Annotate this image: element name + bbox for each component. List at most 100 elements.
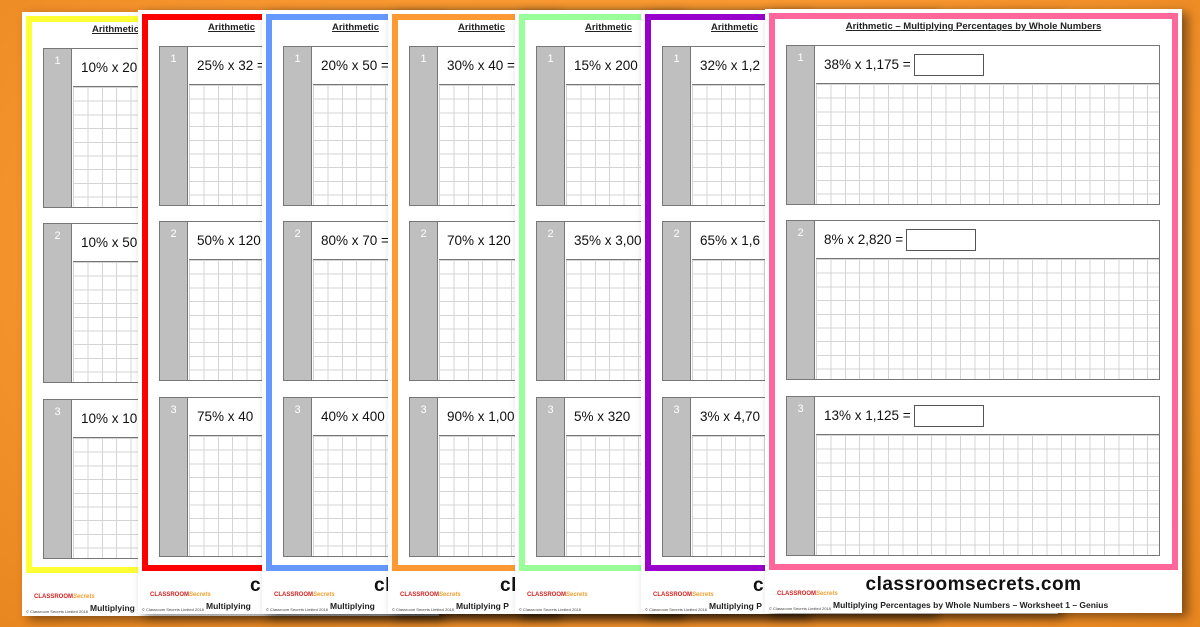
question-number: 1 xyxy=(284,47,312,205)
question-number: 1 xyxy=(663,47,691,205)
copyright: © Classroom Secrets Limited 2018 xyxy=(519,607,581,612)
copyright: © Classroom Secrets Limited 2018 xyxy=(142,607,204,612)
question-header: 13% x 1,125 = xyxy=(816,397,1159,435)
question-number: 1 xyxy=(787,46,815,204)
logo-text: CLASSROOM xyxy=(150,592,189,598)
sheet-subtitle: Multiplying P xyxy=(709,601,762,611)
logo-text: CLASSROOM xyxy=(274,592,313,598)
logo-text-secrets: Secrets xyxy=(439,592,461,598)
question-number: 1 xyxy=(537,47,565,205)
sheet-subtitle: Multiplying xyxy=(206,601,251,611)
site-name: c xyxy=(250,575,262,596)
question-text: 90% x 1,000 xyxy=(447,409,523,424)
question-number: 1 xyxy=(410,47,438,205)
question-number: 3 xyxy=(160,398,188,556)
site-name: cl xyxy=(500,575,517,596)
logo-text-secrets: Secrets xyxy=(566,592,588,598)
sheet-subtitle: Multiplying xyxy=(90,603,135,613)
question-number: 3 xyxy=(537,398,565,556)
classroom-secrets-logo: CLASSROOMSecrets xyxy=(274,592,335,599)
question-text: 10% x 10 xyxy=(81,411,138,426)
question-header: 38% x 1,175 = xyxy=(816,46,1159,84)
question-number: 1 xyxy=(44,49,72,207)
sheet-subtitle: Multiplying xyxy=(330,601,375,611)
working-grid xyxy=(816,259,1159,379)
site-name: c xyxy=(753,575,765,596)
question-number: 2 xyxy=(787,221,815,379)
site-name: classroomsecrets.com xyxy=(865,574,1082,595)
question-text: 32% x 1,2 xyxy=(700,58,761,73)
question-text: 70% x 120 xyxy=(447,233,511,248)
classroom-secrets-logo: CLASSROOMSecrets xyxy=(527,592,588,599)
question-number: 3 xyxy=(787,397,815,555)
question-text: 10% x 50 xyxy=(81,235,138,250)
site-name: cl xyxy=(374,575,391,596)
question-number: 3 xyxy=(284,398,312,556)
worksheet-7[interactable]: Arithmetic – Multiplying Percentages by … xyxy=(765,9,1182,613)
logo-text: CLASSROOM xyxy=(527,592,566,598)
copyright: © Classroom Secrets Limited 2018 xyxy=(645,607,707,612)
question-text: 40% x 400 = xyxy=(321,409,397,424)
sheet-title: Arithmetic xyxy=(458,22,505,33)
question-text: 65% x 1,6 xyxy=(700,233,761,248)
question-header: 8% x 2,820 = xyxy=(816,221,1159,259)
sheet-title: Arithmetic xyxy=(585,22,632,33)
question-number: 2 xyxy=(160,222,188,380)
sheet-title: Arithmetic xyxy=(711,22,758,33)
question-text: 15% x 200 xyxy=(574,58,638,73)
sheet-title: Arithmetic xyxy=(332,22,379,33)
question-text: 13% x 1,125 = xyxy=(824,408,911,423)
question-text: 10% x 20 xyxy=(81,60,138,75)
logo-text-secrets: Secrets xyxy=(73,594,95,600)
classroom-secrets-logo: CLASSROOMSecrets xyxy=(150,592,211,599)
question-box: 1 38% x 1,175 = xyxy=(786,45,1160,205)
working-grid xyxy=(816,84,1159,204)
question-number: 2 xyxy=(537,222,565,380)
copyright: © Classroom Secrets Limited 2018 xyxy=(26,609,88,614)
question-text: 25% x 32 = xyxy=(197,58,265,73)
question-text: 30% x 40 = xyxy=(447,58,515,73)
logo-text-secrets: Secrets xyxy=(313,592,335,598)
question-text: 3% x 4,70 xyxy=(700,409,761,424)
question-number: 2 xyxy=(410,222,438,380)
question-text: 8% x 2,820 = xyxy=(824,232,904,247)
question-box: 2 8% x 2,820 = xyxy=(786,220,1160,380)
classroom-secrets-logo: CLASSROOMSecrets xyxy=(653,592,714,599)
sheet-title: Arithmetic xyxy=(92,24,139,35)
working-grid xyxy=(816,435,1159,555)
question-number: 3 xyxy=(410,398,438,556)
question-text: 50% x 120 xyxy=(197,233,261,248)
answer-box[interactable] xyxy=(906,228,977,251)
question-box: 3 13% x 1,125 = xyxy=(786,396,1160,556)
sheet-title: Arithmetic xyxy=(208,22,255,33)
copyright: © Classroom Secrets Limited 2018 xyxy=(769,606,831,611)
sheet-subtitle: Multiplying P xyxy=(456,601,509,611)
sheet-subtitle: Multiplying Percentages by Whole Numbers… xyxy=(833,600,1109,610)
logo-text-secrets: Secrets xyxy=(692,592,714,598)
question-text: 80% x 70 = xyxy=(321,233,389,248)
question-number: 1 xyxy=(160,47,188,205)
question-number: 3 xyxy=(44,400,72,558)
question-text: 75% x 40 xyxy=(197,409,254,424)
logo-text-secrets: Secrets xyxy=(816,591,838,597)
question-number: 2 xyxy=(284,222,312,380)
logo-text: CLASSROOM xyxy=(400,592,439,598)
question-text: 5% x 320 xyxy=(574,409,631,424)
question-text: 38% x 1,175 = xyxy=(824,57,911,72)
classroom-secrets-logo: CLASSROOMSecrets xyxy=(34,594,95,601)
sheet-border xyxy=(769,13,1178,570)
question-text: 35% x 3,00 xyxy=(574,233,642,248)
classroom-secrets-logo: CLASSROOMSecrets xyxy=(400,592,461,599)
question-number: 2 xyxy=(44,224,72,382)
question-text: 20% x 50 = xyxy=(321,58,389,73)
logo-text: CLASSROOM xyxy=(653,592,692,598)
answer-box[interactable] xyxy=(913,404,984,427)
copyright: © Classroom Secrets Limited 2018 xyxy=(392,607,454,612)
classroom-secrets-logo: CLASSROOMSecrets xyxy=(777,591,838,598)
question-number: 3 xyxy=(663,398,691,556)
answer-box[interactable] xyxy=(913,53,984,76)
logo-text: CLASSROOM xyxy=(34,594,73,600)
copyright: © Classroom Secrets Limited 2018 xyxy=(266,607,328,612)
logo-text-secrets: Secrets xyxy=(189,592,211,598)
logo-text: CLASSROOM xyxy=(777,591,816,597)
